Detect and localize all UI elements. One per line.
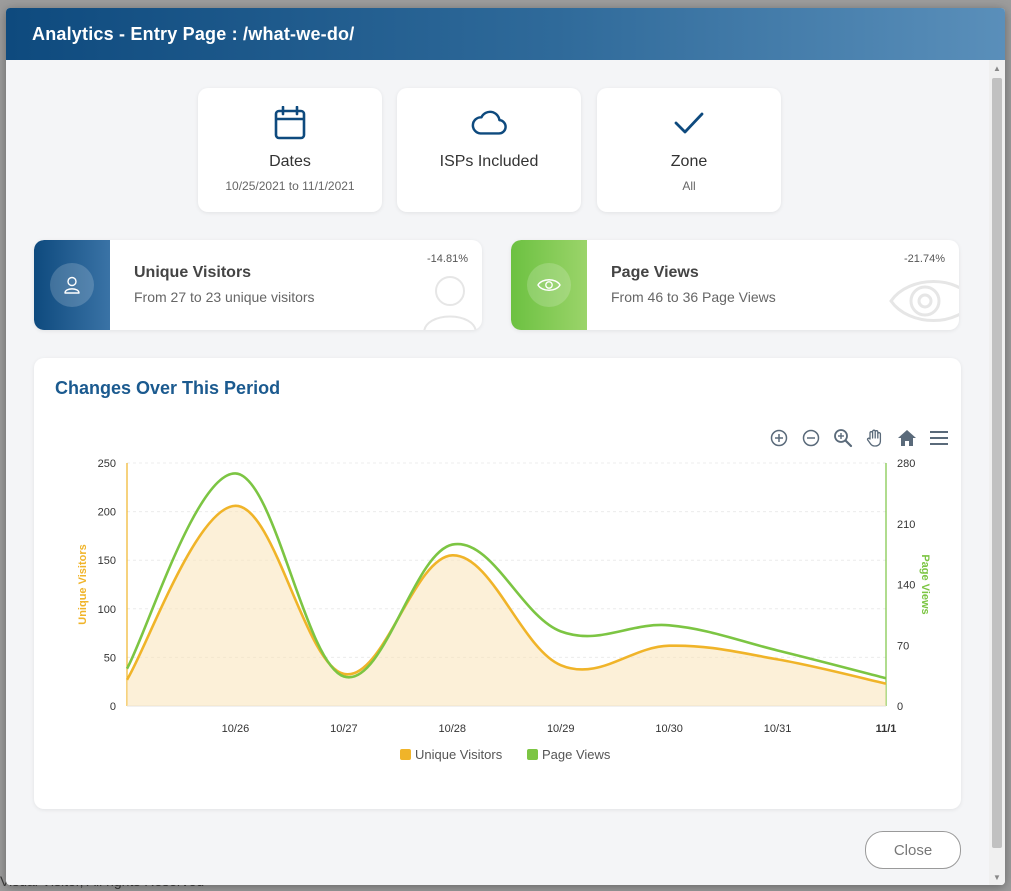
modal-header: Analytics - Entry Page : /what-we-do/ bbox=[6, 8, 1005, 60]
filter-card-isps[interactable]: ISPs Included bbox=[397, 88, 581, 212]
stat-percent-change: -14.81% bbox=[427, 253, 468, 265]
x-tick-label: 10/28 bbox=[439, 723, 467, 735]
filter-subtitle: 10/25/2021 to 11/1/2021 bbox=[225, 179, 355, 193]
stat-description: From 46 to 36 Page Views bbox=[611, 289, 776, 305]
chart-card: Changes Over This Period 0 50 100 150 200 250… bbox=[34, 358, 961, 809]
y-tick-label-right: 140 bbox=[897, 580, 915, 592]
y-tick-label-left: 100 bbox=[98, 604, 116, 616]
legend-swatch-page-views bbox=[527, 749, 538, 760]
y-tick-label-left: 250 bbox=[98, 458, 116, 470]
chart-toolbar bbox=[767, 428, 951, 448]
stat-title: Unique Visitors bbox=[134, 264, 252, 281]
scroll-thumb[interactable] bbox=[992, 78, 1002, 848]
y-tick-label-right: 210 bbox=[897, 519, 915, 531]
x-tick-label: 10/27 bbox=[330, 723, 358, 735]
menu-icon[interactable] bbox=[927, 428, 951, 448]
zoom-in-icon[interactable] bbox=[767, 428, 791, 448]
stat-description: From 27 to 23 unique visitors bbox=[134, 289, 315, 305]
home-icon[interactable] bbox=[895, 428, 919, 448]
y-tick-label-left: 0 bbox=[110, 701, 116, 713]
legend-label-page-views: Page Views bbox=[542, 747, 611, 762]
stat-side-panel bbox=[34, 240, 110, 330]
x-tick-label: 10/30 bbox=[655, 723, 683, 735]
magnify-icon[interactable] bbox=[831, 428, 855, 448]
x-tick-label: 10/31 bbox=[764, 723, 792, 735]
eye-icon bbox=[527, 263, 571, 307]
chart-title: Changes Over This Period bbox=[55, 378, 281, 398]
close-button[interactable]: Close bbox=[865, 831, 961, 869]
stat-side-panel bbox=[511, 240, 587, 330]
scroll-down-arrow-icon[interactable]: ▼ bbox=[993, 872, 1001, 882]
y-tick-label-right: 280 bbox=[897, 458, 915, 470]
pan-hand-icon[interactable] bbox=[863, 428, 887, 448]
series-line-unique-visitors bbox=[125, 504, 887, 685]
y-tick-label-left: 200 bbox=[98, 507, 116, 519]
filter-title: Dates bbox=[269, 153, 311, 170]
legend-swatch-unique-visitors bbox=[400, 749, 411, 760]
stat-percent-change: -21.74% bbox=[904, 253, 945, 265]
filter-subtitle: All bbox=[682, 179, 696, 193]
cloud-icon bbox=[471, 105, 507, 141]
modal-title: Analytics - Entry Page : /what-we-do/ bbox=[32, 23, 355, 44]
series-line-page-views bbox=[125, 472, 887, 680]
calendar-icon bbox=[272, 105, 308, 141]
stat-card-page-views: Page Views From 46 to 36 Page Views -21.… bbox=[511, 240, 959, 330]
stat-title: Page Views bbox=[611, 264, 699, 281]
user-watermark-icon bbox=[418, 271, 482, 330]
check-icon bbox=[671, 105, 707, 141]
filter-card-zone[interactable]: Zone All bbox=[597, 88, 781, 212]
filter-card-dates[interactable]: Dates 10/25/2021 to 11/1/2021 bbox=[198, 88, 382, 212]
y-tick-label-right: 0 bbox=[897, 701, 903, 713]
scrollbar[interactable]: ▲ ▼ bbox=[989, 60, 1005, 885]
y-axis-title-left: Unique Visitors bbox=[77, 544, 89, 624]
y-tick-label-left: 50 bbox=[104, 652, 116, 664]
y-tick-label-right: 70 bbox=[897, 640, 909, 652]
filter-title: Zone bbox=[670, 153, 708, 170]
x-tick-label: 10/26 bbox=[222, 723, 250, 735]
x-tick-label: 11/1 bbox=[876, 723, 897, 735]
legend-label-unique-visitors: Unique Visitors bbox=[415, 747, 503, 762]
zoom-out-icon[interactable] bbox=[799, 428, 823, 448]
scroll-up-arrow-icon[interactable]: ▲ bbox=[993, 63, 1001, 73]
y-axis-title-right: Page Views bbox=[919, 554, 931, 614]
area-chart: 0 50 100 150 200 250 0 70 140 210 280 10/26 10/27 10/… bbox=[77, 458, 931, 762]
filter-title: ISPs Included bbox=[439, 153, 539, 170]
analytics-modal: Analytics - Entry Page : /what-we-do/ Da… bbox=[6, 8, 1005, 885]
y-tick-label-left: 150 bbox=[98, 555, 116, 567]
eye-watermark-icon bbox=[889, 271, 959, 330]
stat-card-unique-visitors: Unique Visitors From 27 to 23 unique vis… bbox=[34, 240, 482, 330]
x-tick-label: 10/29 bbox=[547, 723, 575, 735]
user-icon bbox=[50, 263, 94, 307]
